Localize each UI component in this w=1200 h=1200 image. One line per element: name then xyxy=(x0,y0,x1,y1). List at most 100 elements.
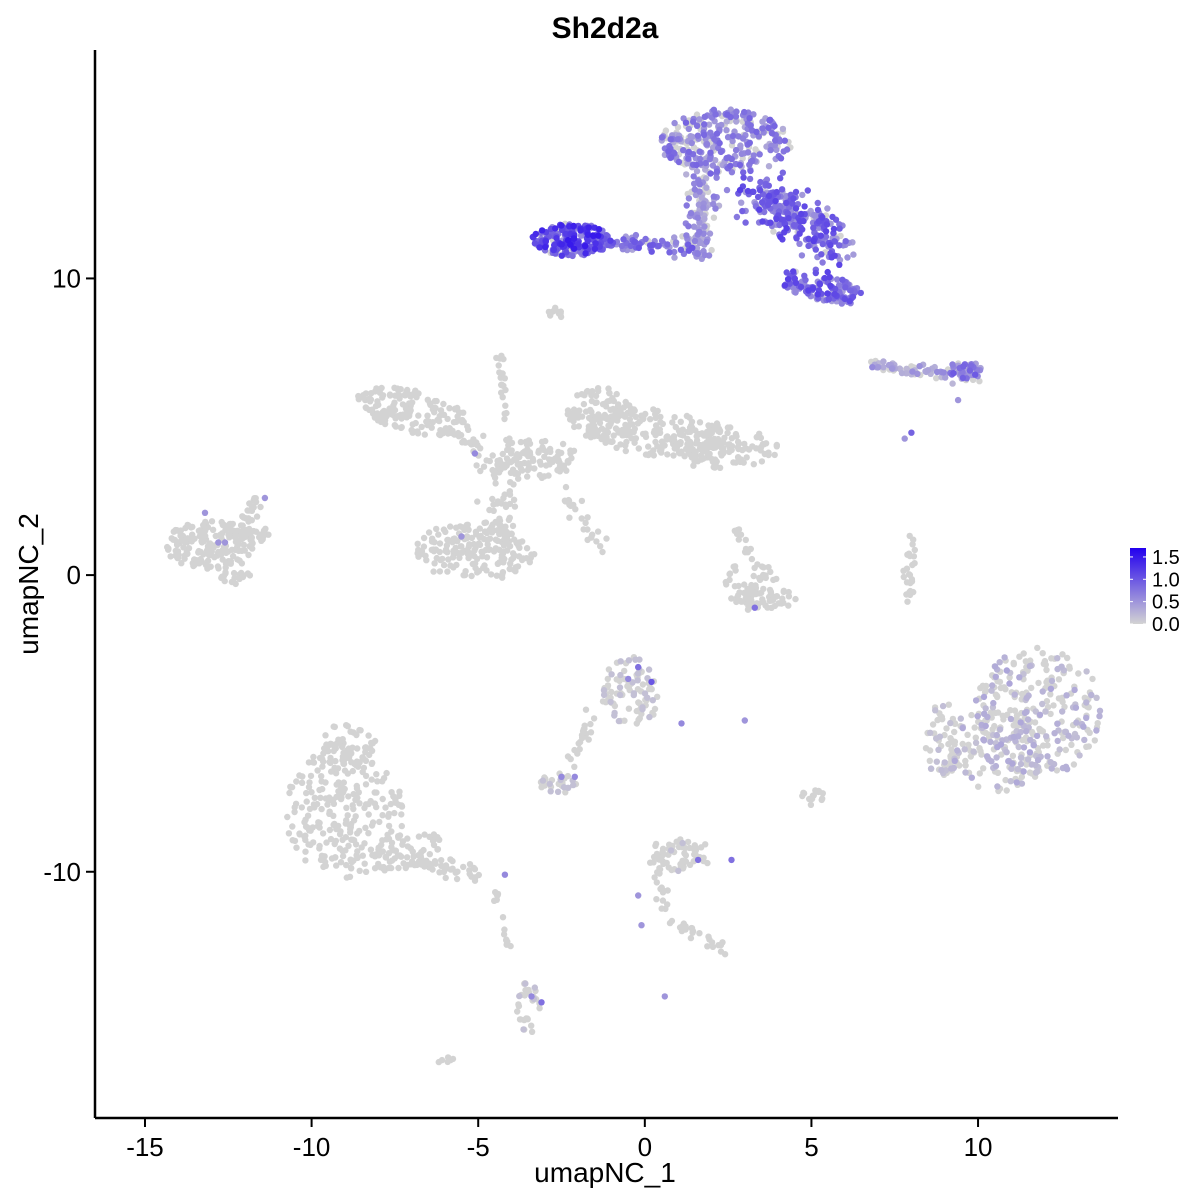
cell-point xyxy=(632,435,640,442)
cell-point xyxy=(903,591,910,598)
cell-point xyxy=(422,858,429,865)
expressing-cell-point xyxy=(655,242,662,250)
cell-point xyxy=(385,864,392,872)
expressing-cell-point xyxy=(830,225,838,233)
cell-point xyxy=(342,847,349,854)
expressing-cell-point xyxy=(739,207,746,215)
expressing-cell-point xyxy=(746,175,754,183)
cell-point xyxy=(318,805,325,813)
cell-point xyxy=(615,429,622,436)
expressing-cell-point xyxy=(831,252,838,259)
cell-point xyxy=(231,574,238,582)
cell-point xyxy=(373,803,380,811)
cell-point xyxy=(246,572,254,579)
cell-point xyxy=(257,503,264,511)
expressing-cell-point xyxy=(682,119,690,126)
cell-point xyxy=(305,841,312,848)
cell-point xyxy=(349,767,356,775)
cell-point xyxy=(1035,679,1042,687)
cell-point xyxy=(319,785,326,793)
cell-point xyxy=(396,832,404,839)
cell-point xyxy=(588,392,595,399)
cell-point xyxy=(386,858,394,865)
cell-point xyxy=(501,415,508,423)
expressing-cell-point xyxy=(939,702,947,710)
cell-point xyxy=(962,762,969,769)
cell-point xyxy=(167,553,174,560)
expressing-cell-point xyxy=(783,146,791,153)
cell-point xyxy=(976,378,983,385)
expressing-cell-point xyxy=(687,210,695,217)
cell-point xyxy=(324,801,331,808)
cell-point xyxy=(656,865,663,872)
cell-point xyxy=(499,450,506,458)
cell-point xyxy=(543,448,550,456)
expressing-cell-point xyxy=(869,364,876,371)
expressing-cell-point xyxy=(836,225,843,232)
cell-point xyxy=(635,445,642,452)
expressing-cell-point xyxy=(1021,709,1029,717)
cell-point xyxy=(239,522,246,529)
cell-point xyxy=(362,772,370,780)
expressing-cell-point xyxy=(1027,736,1034,744)
expressing-cell-point xyxy=(522,980,529,987)
expressing-cell-point xyxy=(696,188,703,195)
cell-point xyxy=(460,409,467,416)
expressing-cell-point xyxy=(707,149,714,156)
cell-point xyxy=(345,842,352,849)
expressing-cell-point xyxy=(824,268,831,276)
cell-point xyxy=(444,568,451,575)
expressing-cell-point xyxy=(781,137,788,144)
cell-point xyxy=(260,530,267,538)
cell-point xyxy=(245,551,252,559)
cell-point xyxy=(215,565,222,572)
cell-point xyxy=(933,375,940,382)
cell-point xyxy=(178,560,185,567)
expressing-cell-point xyxy=(683,232,690,239)
expressing-cell-point xyxy=(850,251,857,258)
cell-point xyxy=(517,1016,524,1023)
cell-point xyxy=(513,539,521,547)
cell-point xyxy=(515,475,522,482)
cell-point xyxy=(426,851,433,858)
expressing-cell-point xyxy=(738,199,745,206)
cell-point xyxy=(719,939,726,946)
cell-point xyxy=(308,789,315,796)
cell-point xyxy=(709,943,717,950)
cell-point xyxy=(724,429,731,437)
y-axis-title: umapNC_2 xyxy=(13,513,44,655)
cell-point xyxy=(971,724,978,731)
cell-point xyxy=(1047,710,1054,718)
cell-point xyxy=(541,453,548,460)
expressing-cell-point xyxy=(728,856,735,864)
expressing-cell-point xyxy=(1003,749,1010,756)
cell-point xyxy=(987,709,994,716)
expressing-cell-point xyxy=(772,197,779,205)
cell-point xyxy=(1043,666,1050,674)
cell-point xyxy=(501,375,508,382)
cell-point xyxy=(1020,650,1027,657)
cell-point xyxy=(180,544,187,551)
expressing-cell-point xyxy=(562,230,569,238)
expressing-cell-point xyxy=(819,214,826,221)
expressing-cell-point xyxy=(989,682,996,689)
cell-point xyxy=(330,723,337,730)
cell-point xyxy=(503,937,510,944)
cell-point xyxy=(420,534,428,542)
expressing-cell-point xyxy=(792,188,800,196)
cell-point xyxy=(438,857,445,864)
cell-point xyxy=(331,820,338,828)
cell-point xyxy=(388,828,395,835)
cell-point xyxy=(557,310,564,318)
cell-point xyxy=(536,471,544,479)
expressing-cell-point xyxy=(632,231,640,239)
cell-point xyxy=(651,705,659,713)
cell-point xyxy=(443,542,451,549)
expressing-cell-point xyxy=(677,246,685,253)
expressing-cell-point xyxy=(685,148,693,156)
cell-point xyxy=(225,531,232,538)
color-legend: 1.51.00.50.0 xyxy=(1130,547,1180,636)
cell-point xyxy=(1070,761,1078,768)
expressing-cell-point xyxy=(1039,688,1046,695)
expressing-cell-point xyxy=(1013,779,1020,786)
